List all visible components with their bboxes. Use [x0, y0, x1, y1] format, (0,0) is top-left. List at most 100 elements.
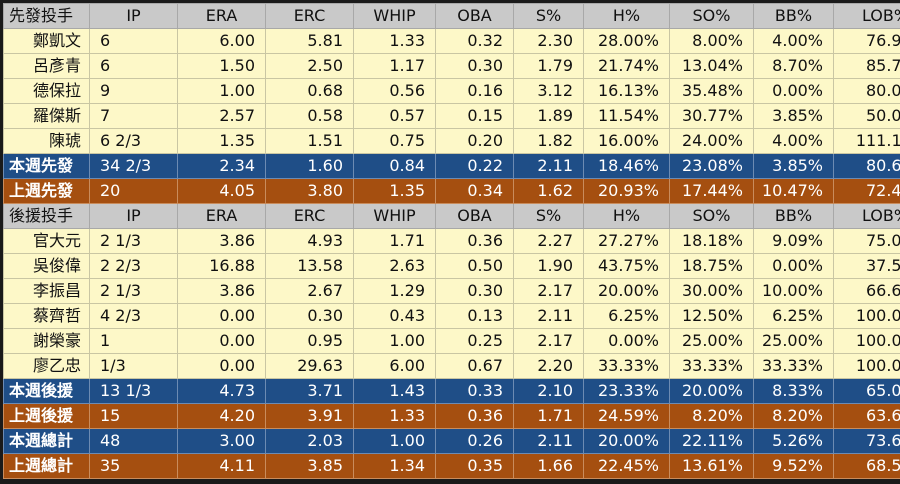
cell-whip: 0.43 [353, 303, 436, 329]
cell-erc: 4.93 [265, 228, 354, 254]
column-header-h-pct: H% [583, 203, 670, 229]
cell-ip: 1 [89, 328, 178, 354]
cell-so-pct: 30.00% [669, 278, 754, 304]
cell-s-pct: 2.17 [513, 328, 584, 354]
cell-bb-pct: 8.33% [753, 378, 834, 404]
column-header-whip: WHIP [353, 3, 436, 29]
cell-lob-pct: 66.67% [833, 278, 900, 304]
cell-lob-pct: 80.65% [833, 153, 900, 179]
totals-last-week-row: 上週總計 35 4.11 3.85 1.34 0.35 1.66 22.45% 13.61% 9.… [3, 453, 900, 479]
cell-h-pct: 23.33% [583, 378, 670, 404]
summary-label: 上週後援 [3, 403, 90, 429]
pitcher-name: 官大元 [3, 228, 90, 254]
cell-h-pct: 21.74% [583, 53, 670, 79]
cell-era: 1.35 [177, 128, 266, 154]
cell-erc: 0.95 [265, 328, 354, 354]
cell-bb-pct: 9.09% [753, 228, 834, 254]
cell-oba: 0.15 [435, 103, 514, 129]
cell-oba: 0.26 [435, 428, 514, 454]
cell-erc: 13.58 [265, 253, 354, 279]
cell-whip: 1.34 [353, 453, 436, 479]
cell-s-pct: 2.20 [513, 353, 584, 379]
cell-h-pct: 24.59% [583, 403, 670, 429]
cell-oba: 0.33 [435, 378, 514, 404]
cell-s-pct: 2.30 [513, 28, 584, 54]
cell-era: 16.88 [177, 253, 266, 279]
column-header-erc: ERC [265, 3, 354, 29]
cell-so-pct: 23.08% [669, 153, 754, 179]
cell-ip: 7 [89, 103, 178, 129]
column-header-oba: OBA [435, 3, 514, 29]
column-header-bb-pct: BB% [753, 3, 834, 29]
cell-oba: 0.30 [435, 53, 514, 79]
cell-s-pct: 1.66 [513, 453, 584, 479]
cell-h-pct: 22.45% [583, 453, 670, 479]
pitcher-name: 李振昌 [3, 278, 90, 304]
cell-so-pct: 20.00% [669, 378, 754, 404]
column-header-s-pct: S% [513, 3, 584, 29]
cell-bb-pct: 25.00% [753, 328, 834, 354]
cell-whip: 1.29 [353, 278, 436, 304]
cell-ip: 15 [89, 403, 178, 429]
pitcher-name: 德保拉 [3, 78, 90, 104]
cell-oba: 0.13 [435, 303, 514, 329]
cell-bb-pct: 6.25% [753, 303, 834, 329]
cell-era: 4.05 [177, 178, 266, 204]
cell-h-pct: 20.93% [583, 178, 670, 204]
cell-era: 1.50 [177, 53, 266, 79]
cell-era: 4.11 [177, 453, 266, 479]
pitching-stats-table: 先發投手IPERAERCWHIPOBAS%H%SO%BB%LOB%鄭凱文66.0… [3, 3, 900, 479]
starter-row: 鄭凱文 6 6.00 5.81 1.33 0.32 2.30 28.00% 8.00% 4.00%… [3, 28, 900, 54]
cell-s-pct: 2.11 [513, 153, 584, 179]
cell-whip: 6.00 [353, 353, 436, 379]
pitcher-name: 廖乙忠 [3, 353, 90, 379]
pitcher-name: 羅傑斯 [3, 103, 90, 129]
cell-era: 3.00 [177, 428, 266, 454]
cell-whip: 0.75 [353, 128, 436, 154]
cell-bb-pct: 10.00% [753, 278, 834, 304]
cell-whip: 0.84 [353, 153, 436, 179]
pitcher-name: 謝榮豪 [3, 328, 90, 354]
cell-ip: 20 [89, 178, 178, 204]
cell-bb-pct: 9.52% [753, 453, 834, 479]
cell-lob-pct: 80.00% [833, 78, 900, 104]
cell-oba: 0.30 [435, 278, 514, 304]
cell-era: 1.00 [177, 78, 266, 104]
cell-bb-pct: 4.00% [753, 128, 834, 154]
cell-lob-pct: 85.71% [833, 53, 900, 79]
cell-s-pct: 1.62 [513, 178, 584, 204]
cell-whip: 1.33 [353, 28, 436, 54]
cell-h-pct: 27.27% [583, 228, 670, 254]
cell-whip: 1.35 [353, 178, 436, 204]
starter-row: 陳琥 6 2/3 1.35 1.51 0.75 0.20 1.82 16.00% 24.00% 4… [3, 128, 900, 154]
pitcher-name: 蔡齊哲 [3, 303, 90, 329]
column-header-lob-pct: LOB% [833, 3, 900, 29]
cell-s-pct: 1.89 [513, 103, 584, 129]
cell-ip: 2 2/3 [89, 253, 178, 279]
cell-whip: 0.57 [353, 103, 436, 129]
cell-whip: 1.00 [353, 328, 436, 354]
cell-whip: 1.33 [353, 403, 436, 429]
cell-erc: 3.85 [265, 453, 354, 479]
column-header-era: ERA [177, 203, 266, 229]
cell-oba: 0.36 [435, 228, 514, 254]
cell-bb-pct: 5.26% [753, 428, 834, 454]
cell-whip: 2.63 [353, 253, 436, 279]
pitcher-name: 鄭凱文 [3, 28, 90, 54]
column-header-lob-pct: LOB% [833, 203, 900, 229]
cell-lob-pct: 50.00% [833, 103, 900, 129]
cell-lob-pct: 65.00% [833, 378, 900, 404]
cell-oba: 0.20 [435, 128, 514, 154]
cell-bb-pct: 3.85% [753, 103, 834, 129]
reliever-row: 蔡齊哲 4 2/3 0.00 0.30 0.43 0.13 2.11 6.25% 12.50% 6… [3, 303, 900, 329]
starters-last-week-row: 上週先發 20 4.05 3.80 1.35 0.34 1.62 20.93% 17.44% 10… [3, 178, 900, 204]
cell-ip: 13 1/3 [89, 378, 178, 404]
cell-lob-pct: 75.00% [833, 228, 900, 254]
pitcher-name: 陳琥 [3, 128, 90, 154]
cell-bb-pct: 8.20% [753, 403, 834, 429]
cell-era: 0.00 [177, 303, 266, 329]
cell-oba: 0.22 [435, 153, 514, 179]
cell-s-pct: 1.82 [513, 128, 584, 154]
summary-label: 本週總計 [3, 428, 90, 454]
cell-erc: 0.68 [265, 78, 354, 104]
